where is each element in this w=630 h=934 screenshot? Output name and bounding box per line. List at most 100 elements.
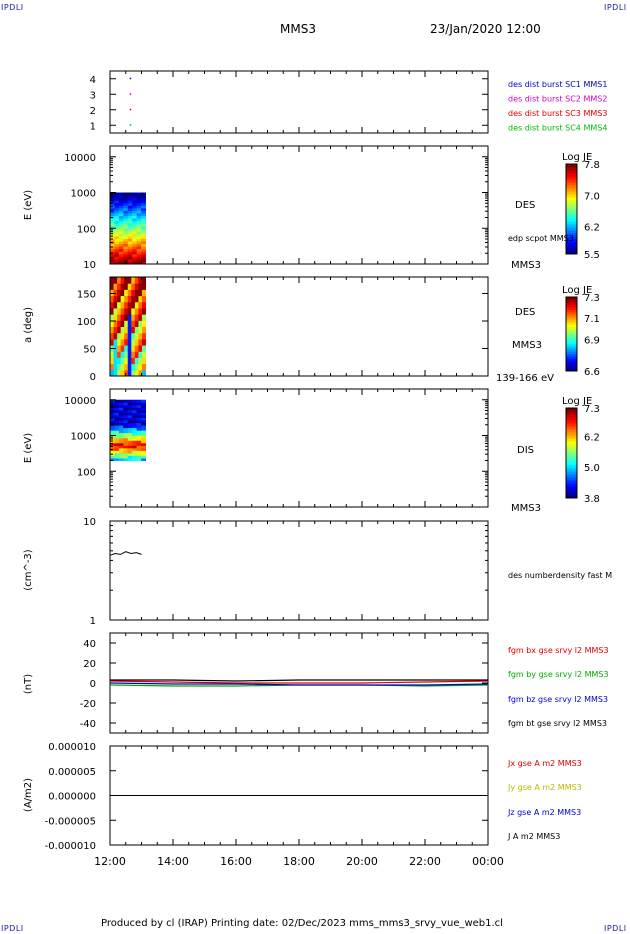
pitch-cell [127,332,132,340]
colorbar-tick-label: 7.1 [584,314,600,325]
pitch-cell [127,357,132,365]
spectrogram-cell [110,261,115,265]
spectrogram-cell [123,218,129,222]
spectrogram-cell [127,200,133,204]
pitch-cell [134,363,139,371]
spectrogram-cell [132,402,138,406]
spectrogram-cell [118,248,124,252]
colorbar-cell [566,426,577,430]
spectrogram-cell [118,435,124,439]
pitch-cell [120,363,125,371]
spectrogram-cell [110,420,115,424]
pitch-cell [124,320,129,327]
spectrogram-cell [127,412,133,416]
spectrogram-cell [123,447,129,451]
pitch-cell [134,320,139,327]
spectrogram-cell [123,407,129,411]
spectrogram-cell [118,233,124,237]
colorbar-cell [566,209,577,213]
pitch-cell [131,283,136,290]
spectrogram-cell [118,225,124,229]
pitch-cell [120,351,125,358]
spectrogram-cell [127,207,133,211]
y-tick-label: 1000 [71,432,96,443]
pitch-cell [113,351,118,358]
pitch-cell [127,295,132,303]
spectrogram-cell [118,235,124,239]
pitch-cell [117,289,122,297]
spectrogram-cell [118,442,124,446]
spectrogram-cell [127,230,133,234]
colorbar-frame [565,296,578,372]
pitch-cell [110,320,115,327]
spectrogram-cell [123,205,129,209]
pitch-cell [127,338,132,346]
spectrogram-cell [110,404,115,408]
y-tick-label: 100 [77,467,96,478]
spectrogram-cell [110,402,115,406]
spectrogram-cell [123,202,129,206]
spectrogram-cell [114,225,120,229]
spectrogram-cell [118,212,124,216]
spectrogram-cell [127,417,133,421]
pitch-cell [113,307,118,315]
legend-entry: des dist burst SC1 MMS1 [508,80,607,89]
spectrogram-cell [114,228,120,232]
pitch-cell [124,351,129,358]
spectrogram-cell [141,430,146,434]
pitch-cell [117,363,122,371]
colorbar-cell [566,459,577,463]
colorbar-cell [566,176,577,180]
spectrogram-cell [141,258,146,262]
spectrogram-cell [110,432,115,436]
spectrogram-cell [132,241,138,245]
spectrogram-cell [118,437,124,441]
spectrogram-cell [136,205,142,209]
pitch-cell [138,332,143,340]
spectrogram-cell [136,442,142,446]
pitch-cell [138,369,143,377]
spectrogram-cell [141,425,146,429]
pitch-cell [113,314,118,321]
spectrogram-cell [132,228,138,232]
corner-label-bottom-left: IPDLI [1,924,24,933]
colorbar-cell [566,435,577,439]
spectrogram-cell [136,422,142,426]
spectrogram-cell [127,228,133,232]
spectrogram-cell [114,238,120,242]
y-tick-label: 0.000010 [48,742,96,753]
colorbar-cell [566,200,577,204]
y-tick-label: 20 [83,659,96,670]
spectrogram-cell [123,450,129,454]
spectrogram-cell [127,425,133,429]
spectrogram-cell [127,427,133,431]
spectrogram-cell [136,246,142,250]
spectrogram-cell [132,457,138,461]
spectrogram-cell [136,457,142,461]
spectrogram-cell [132,238,138,242]
spectrogram-cell [118,210,124,214]
pitch-cell [117,295,122,303]
pitch-cell [110,314,115,321]
pitch-cell [138,320,143,327]
spectrogram-cell [127,437,133,441]
panel-frame [109,145,489,265]
pitch-cell [134,357,139,365]
spectrogram-cell [127,430,133,434]
spectrogram-cell [110,450,115,454]
spectrogram-cell [110,246,115,250]
colorbar-cell [566,227,577,231]
pitch-cell [124,314,129,321]
spectrogram-cell [123,440,129,444]
spectrogram-cell [136,450,142,454]
colorbar-cell [566,444,577,448]
spectrogram-cell [141,235,146,239]
spectrogram-cell [132,435,138,439]
panel-label: MMS3 [511,503,541,514]
spectrogram-cell [132,399,138,403]
colorbar-cell [566,453,577,457]
y-tick-label: -20 [80,699,96,710]
pitch-cell [110,301,115,309]
pitch-cell [134,301,139,309]
pitch-cell [113,289,118,297]
